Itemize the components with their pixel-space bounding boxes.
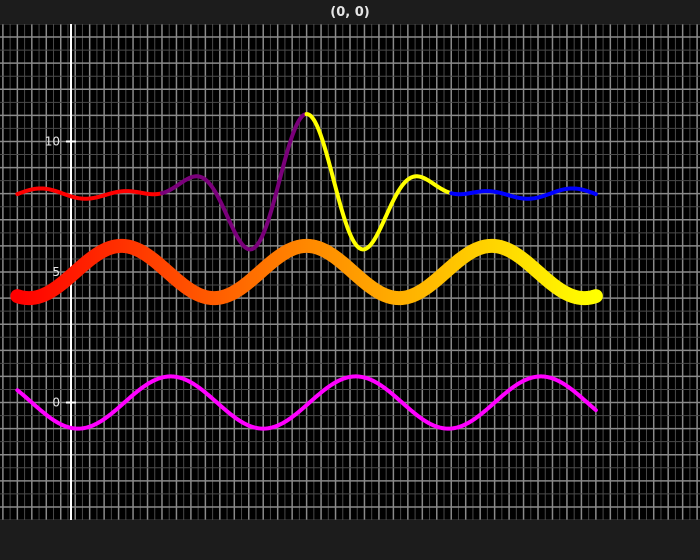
plot-area[interactable]: 0 5 10 <box>0 24 700 520</box>
series-line <box>15 374 598 431</box>
series-layer <box>10 112 603 431</box>
y-tick-label: 10 <box>45 134 60 148</box>
coordinate-readout: (0, 0) <box>330 4 370 20</box>
series-segment <box>304 112 454 252</box>
y-axis-ticks: 0 5 10 <box>45 134 76 410</box>
series-line-gradient <box>10 238 603 306</box>
series-segment <box>449 186 598 201</box>
line-chart[interactable]: 0 5 10 <box>0 24 700 520</box>
bottom-bar <box>0 520 700 560</box>
series-segment <box>15 186 164 201</box>
y-tick-label: 0 <box>52 396 60 410</box>
window-title-bar: (0, 0) <box>0 0 700 24</box>
series-segment <box>159 112 309 252</box>
y-tick-label: 5 <box>52 265 60 279</box>
